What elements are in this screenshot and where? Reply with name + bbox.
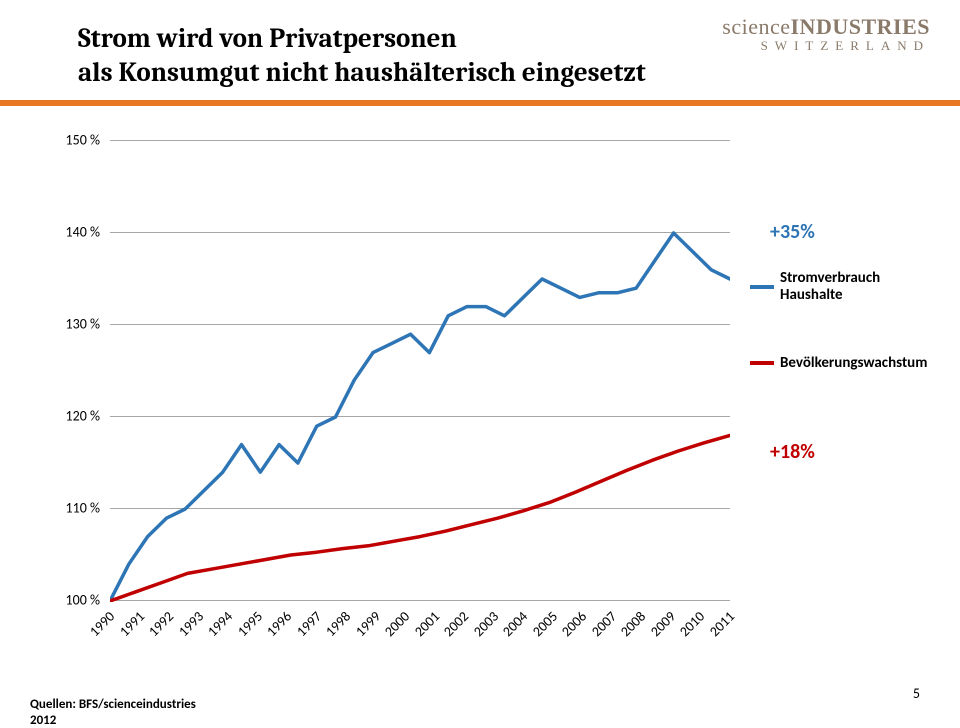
title-line-2: als Konsumgut nicht haushälterisch einge… <box>78 57 646 88</box>
plot-area <box>110 140 730 602</box>
x-tick-label: 1999 <box>352 608 384 640</box>
logo: scienceINDUSTRIES SWITZERLAND <box>722 14 930 54</box>
x-tick-label: 2008 <box>617 608 649 640</box>
y-tick-label: 130 % <box>50 316 100 333</box>
x-tick-label: 2003 <box>470 608 502 640</box>
y-tick-label: 140 % <box>50 224 100 241</box>
x-tick-label: 2005 <box>529 608 561 640</box>
x-tick-label: 1998 <box>322 608 354 640</box>
y-tick-label: 100 % <box>50 592 100 609</box>
x-tick-label: 1997 <box>293 608 325 640</box>
source-year: 2012 <box>30 713 56 728</box>
x-tick-label: 1992 <box>145 608 177 640</box>
x-tick-label: 2001 <box>411 608 443 640</box>
source-citation: Quellen: BFS/scienceindustries <box>30 697 196 712</box>
series-line <box>110 435 730 601</box>
legend-swatch <box>750 361 774 365</box>
logo-main: scienceINDUSTRIES <box>722 14 930 40</box>
header-accent-bar <box>0 100 960 106</box>
x-tick-label: 1996 <box>263 608 295 640</box>
x-tick-label: 2006 <box>558 608 590 640</box>
x-tick-label: 1991 <box>116 608 148 640</box>
page-title: Strom wird von Privatpersonen als Konsum… <box>78 22 646 90</box>
x-tick-label: 2000 <box>381 608 413 640</box>
logo-part1: science <box>722 14 790 39</box>
chart: 150 %140 %130 %120 %110 %100 % 199019911… <box>50 140 920 650</box>
x-tick-label: 2010 <box>676 608 708 640</box>
y-tick-label: 110 % <box>50 500 100 517</box>
logo-subtitle: SWITZERLAND <box>722 38 930 54</box>
series-line <box>110 233 730 601</box>
y-tick-label: 150 % <box>50 132 100 149</box>
x-tick-label: 1994 <box>204 608 236 640</box>
page-number: 5 <box>913 685 920 702</box>
legend-swatch <box>750 285 774 289</box>
x-tick-label: 2011 <box>706 608 738 640</box>
x-tick-label: 1993 <box>175 608 207 640</box>
legend-item: StromverbrauchHaushalte <box>750 270 880 303</box>
legend-label: Bevölkerungswachstum <box>780 355 927 372</box>
x-tick-label: 1990 <box>86 608 118 640</box>
x-tick-label: 2002 <box>440 608 472 640</box>
chart-annotation: +35% <box>770 220 815 244</box>
logo-part2: INDUSTRIES <box>791 14 931 39</box>
x-tick-label: 2009 <box>647 608 679 640</box>
x-tick-label: 2007 <box>588 608 620 640</box>
legend-item: Bevölkerungswachstum <box>750 355 927 372</box>
chart-annotation: +18% <box>770 440 815 464</box>
y-tick-label: 120 % <box>50 408 100 425</box>
x-tick-label: 2004 <box>499 608 531 640</box>
title-line-1: Strom wird von Privatpersonen <box>78 23 457 54</box>
legend-label: StromverbrauchHaushalte <box>780 270 880 303</box>
x-tick-label: 1995 <box>234 608 266 640</box>
